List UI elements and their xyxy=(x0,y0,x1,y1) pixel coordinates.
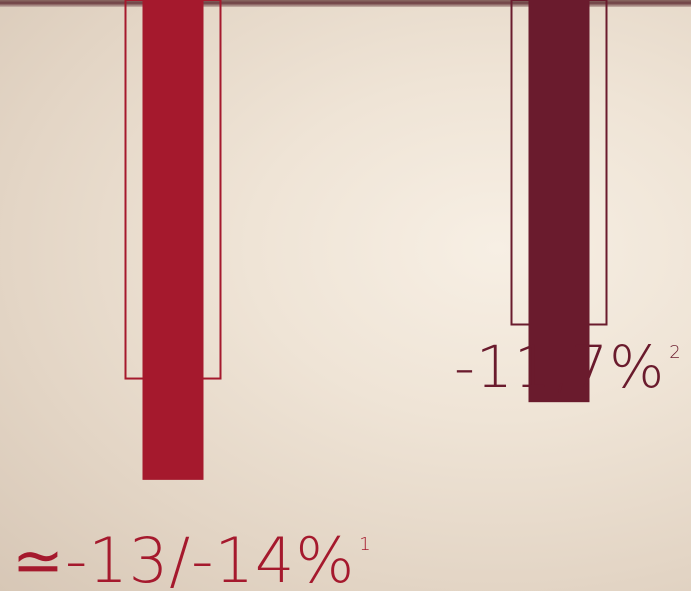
bar-label-2-text: -11,7% xyxy=(454,333,666,401)
bar-label-1-text: ≃-13/-14% xyxy=(12,524,356,591)
footnote-2: 2 xyxy=(669,342,681,363)
bar-1 xyxy=(142,0,204,480)
bar-2 xyxy=(528,0,590,403)
bar-label-1: ≃-13/-14% 1 xyxy=(12,530,371,591)
bar-label-2: -11,7% 2 xyxy=(454,338,681,396)
footnote-1: 1 xyxy=(359,534,371,555)
zero-baseline xyxy=(0,0,691,7)
